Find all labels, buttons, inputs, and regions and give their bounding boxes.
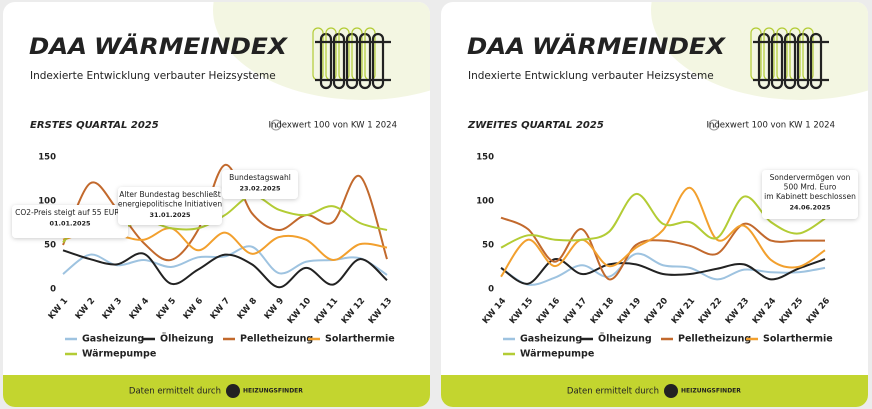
footer-brand: HEIZUNGSFINDER xyxy=(681,388,741,395)
info-icon xyxy=(708,119,720,131)
y-tick-label: 50 xyxy=(44,241,56,251)
footer-text: Daten ermittelt durch xyxy=(567,387,659,397)
decoration xyxy=(651,2,868,100)
annotation-date: 23.02.2025 xyxy=(239,185,281,193)
y-tick-label: 150 xyxy=(38,153,56,163)
legend-label: Wärmepumpe xyxy=(520,349,594,360)
annotation-date: 24.06.2025 xyxy=(789,204,831,212)
note: Indexwert 100 von KW 1 2024 xyxy=(269,121,397,131)
annotation-text: Alter Bundestag beschließt xyxy=(119,190,221,199)
annotation-date: 01.01.2025 xyxy=(49,220,91,228)
legend-label: Gasheizung xyxy=(82,334,144,345)
decoration xyxy=(213,2,430,100)
legend-label: Wärmepumpe xyxy=(82,349,156,360)
footer-band xyxy=(441,375,868,407)
series-line xyxy=(500,258,826,285)
annotation-box xyxy=(762,170,858,219)
footer-brand: HEIZUNGSFINDER xyxy=(243,388,303,395)
series-line xyxy=(500,192,826,249)
annotation-text: 500 Mrd. Euro xyxy=(784,183,837,192)
brand: WÄRMEINDEX xyxy=(532,34,726,60)
y-tick-label: 150 xyxy=(476,153,494,163)
series-line xyxy=(62,249,388,289)
footer-band xyxy=(3,375,430,407)
series-line xyxy=(500,186,826,278)
annotation-text: CO2-Preis steigt auf 55 EUR/t xyxy=(15,208,125,217)
annotation-box xyxy=(118,187,222,225)
logo: DAA xyxy=(467,35,525,60)
annotation-text: Bundestagswahl xyxy=(229,173,291,182)
y-tick-label: 100 xyxy=(476,197,494,207)
footer-logo-icon xyxy=(664,384,678,398)
annotation-text: energiepolitische Initiativen xyxy=(118,200,222,209)
subtitle: Indexierte Entwicklung verbauter Heizsys… xyxy=(30,70,276,82)
chart-title: ZWEITES QUARTAL 2025 xyxy=(467,120,604,131)
chart-title: ERSTES QUARTAL 2025 xyxy=(30,120,159,131)
brand: WÄRMEINDEX xyxy=(94,34,288,60)
y-tick-label: 50 xyxy=(482,241,494,251)
legend-label: Ölheizung xyxy=(598,334,652,345)
annotation-text: Sondervermögen von xyxy=(770,173,851,182)
legend-label: Gasheizung xyxy=(520,334,582,345)
legend-label: Solarthermie xyxy=(763,334,833,345)
annotation-box xyxy=(222,170,298,199)
note: Indexwert 100 von KW 1 2024 xyxy=(707,121,835,131)
y-tick-label: 0 xyxy=(50,285,56,295)
logo: DAA xyxy=(29,35,87,60)
annotation-box xyxy=(12,205,128,238)
radiator-column xyxy=(809,32,823,90)
info-icon xyxy=(270,119,282,131)
subtitle: Indexierte Entwicklung verbauter Heizsys… xyxy=(468,70,714,82)
legend-label: Pelletheizung xyxy=(240,334,313,345)
legend-label: Pelletheizung xyxy=(678,334,751,345)
footer-text: Daten ermittelt durch xyxy=(129,387,221,397)
radiator-column xyxy=(371,32,385,90)
y-tick-label: 100 xyxy=(38,197,56,207)
footer-logo-icon xyxy=(226,384,240,398)
legend-label: Solarthermie xyxy=(325,334,395,345)
legend-label: Ölheizung xyxy=(160,334,214,345)
y-tick-label: 0 xyxy=(488,285,494,295)
series-line xyxy=(500,216,825,281)
annotation-text: im Kabinett beschlossen xyxy=(764,192,856,201)
annotation-date: 31.01.2025 xyxy=(149,211,191,219)
series-line xyxy=(500,252,826,286)
